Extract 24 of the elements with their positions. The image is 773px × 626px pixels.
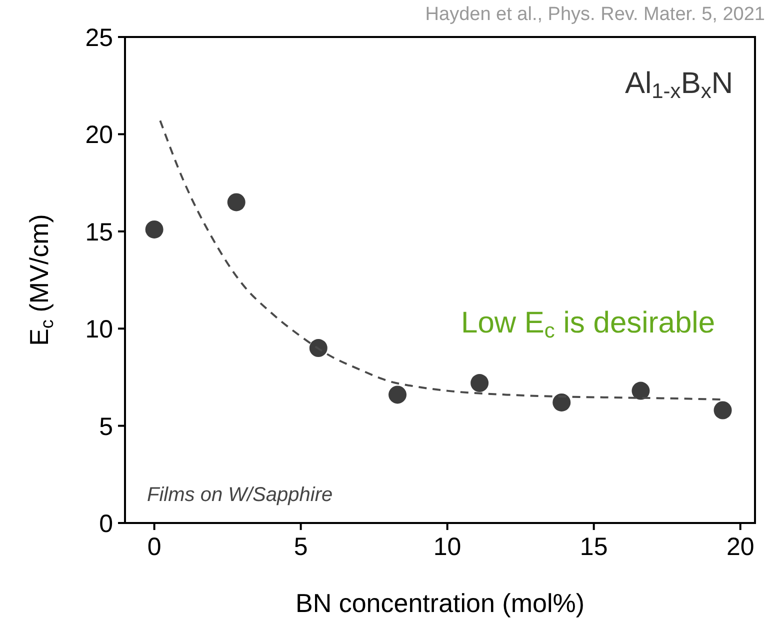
y-tick-label: 20: [85, 121, 113, 150]
point: [309, 339, 328, 358]
point: [470, 374, 489, 392]
annotation: Low E$_{c}$ is desirable: [461, 306, 715, 343]
x-axis-title: BN concentration (mol%): [296, 588, 584, 618]
x-tick-label: 15: [580, 533, 608, 561]
y-tick-label: 0: [99, 510, 113, 538]
point: [145, 220, 164, 238]
annotation: Al$_{1-x}$B$_{x}$N: [624, 67, 733, 104]
y-tick-label: 10: [85, 316, 113, 344]
y-tick-label: 15: [85, 218, 113, 246]
x-tick-label: 10: [433, 533, 462, 561]
text: Hayden et al., Phys. Rev. Mater. 5, 2021: [425, 4, 765, 25]
y-tick-label: 5: [99, 412, 113, 441]
annotation: Films on W/Sapphire: [147, 484, 333, 506]
point: [227, 193, 246, 212]
x-tick-label: 0: [147, 533, 162, 561]
x-tick-label: 20: [726, 533, 754, 561]
x-tick-label: 5: [294, 533, 308, 561]
y-tick-label: 25: [85, 24, 113, 52]
point: [632, 382, 650, 400]
point: [388, 386, 407, 404]
point: [714, 401, 732, 420]
point: [552, 393, 571, 412]
